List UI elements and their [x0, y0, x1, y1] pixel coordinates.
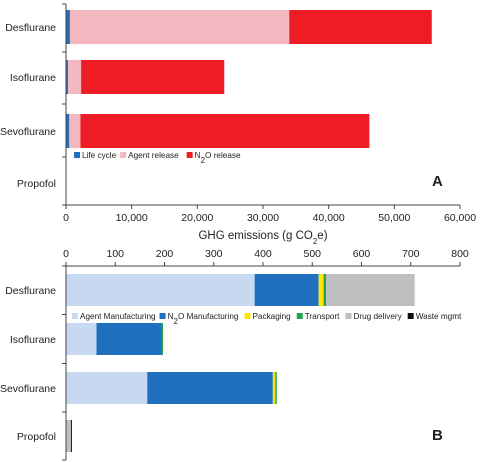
- bar-segment: [69, 114, 81, 148]
- bar-segment: [272, 372, 276, 404]
- x-tick-label: 100: [106, 248, 124, 260]
- bar-segment: [69, 10, 290, 44]
- bar-segment: [326, 274, 415, 306]
- legend-label: Packaging: [252, 312, 291, 321]
- legend-label: Waste mgmt: [416, 312, 462, 321]
- legend-swatch: [72, 313, 78, 319]
- legend-label: Drug delivery: [353, 312, 402, 321]
- bar-segment: [96, 323, 162, 355]
- bar-segment: [81, 60, 225, 94]
- x-tick-label: 500: [303, 248, 321, 260]
- bar-segment: [275, 372, 277, 404]
- x-tick-label: 20,000: [181, 212, 213, 224]
- x-tick-label: 50,000: [378, 212, 410, 224]
- x-tick-label: 0: [63, 248, 69, 260]
- x-tick-label: 40,000: [313, 212, 345, 224]
- legend-swatch: [120, 152, 127, 158]
- x-tick-label: 0: [63, 212, 69, 224]
- legend-swatch: [407, 313, 414, 319]
- bar-segment: [66, 274, 255, 306]
- bar-segment: [289, 10, 432, 44]
- panel-letter: B: [432, 427, 443, 444]
- legend-swatch: [74, 152, 80, 158]
- bar-segment: [67, 60, 82, 94]
- x-tick-label: 300: [205, 248, 223, 260]
- x-tick-label: 10,000: [116, 212, 148, 224]
- legend-label: Agent release: [128, 151, 179, 160]
- bar-segment: [66, 10, 70, 44]
- bar-segment: [66, 372, 148, 404]
- x-tick-label: 30,000: [247, 212, 279, 224]
- legend-swatch: [244, 313, 251, 319]
- legend-swatch: [345, 313, 352, 319]
- bar-segment: [323, 274, 327, 306]
- x-axis-title: GHG emissions (g CO2e): [198, 230, 327, 246]
- bar-segment: [66, 114, 70, 148]
- bar-segment: [318, 274, 324, 306]
- legend-label: Transport: [305, 312, 340, 321]
- category-label: Sevoflurane: [0, 126, 56, 138]
- legend-swatch: [296, 313, 303, 319]
- legend-label: Life cycle: [82, 151, 117, 160]
- category-label: Sevoflurane: [0, 383, 56, 395]
- category-label: Propofol: [17, 431, 56, 443]
- legend-label: N2O release: [195, 151, 241, 165]
- category-label: Desflurane: [5, 22, 56, 34]
- category-label: Isoflurane: [10, 72, 56, 84]
- bar-segment: [147, 372, 273, 404]
- legend-label: N2O Manufacturing: [168, 312, 239, 326]
- bar-segment: [161, 323, 164, 355]
- x-tick-label: 600: [353, 248, 371, 260]
- bar-segment: [66, 323, 97, 355]
- x-tick-label: 700: [402, 248, 420, 260]
- x-tick-label: 200: [156, 248, 174, 260]
- legend-label: Agent Manufacturing: [80, 312, 156, 321]
- legend-swatch: [159, 313, 166, 319]
- category-label: Desflurane: [5, 285, 56, 297]
- bar-segment: [66, 420, 71, 452]
- x-tick-label: 400: [254, 248, 272, 260]
- category-label: Propofol: [17, 178, 56, 190]
- panel-letter: A: [432, 173, 443, 190]
- bar-segment: [70, 420, 72, 452]
- legend-swatch: [186, 152, 193, 158]
- bar-segment: [80, 114, 370, 148]
- bar-segment: [66, 60, 68, 94]
- x-tick-label: 60,000: [444, 212, 476, 224]
- bar-segment: [254, 274, 319, 306]
- category-label: Isoflurane: [10, 334, 56, 346]
- x-tick-label: 800: [451, 248, 469, 260]
